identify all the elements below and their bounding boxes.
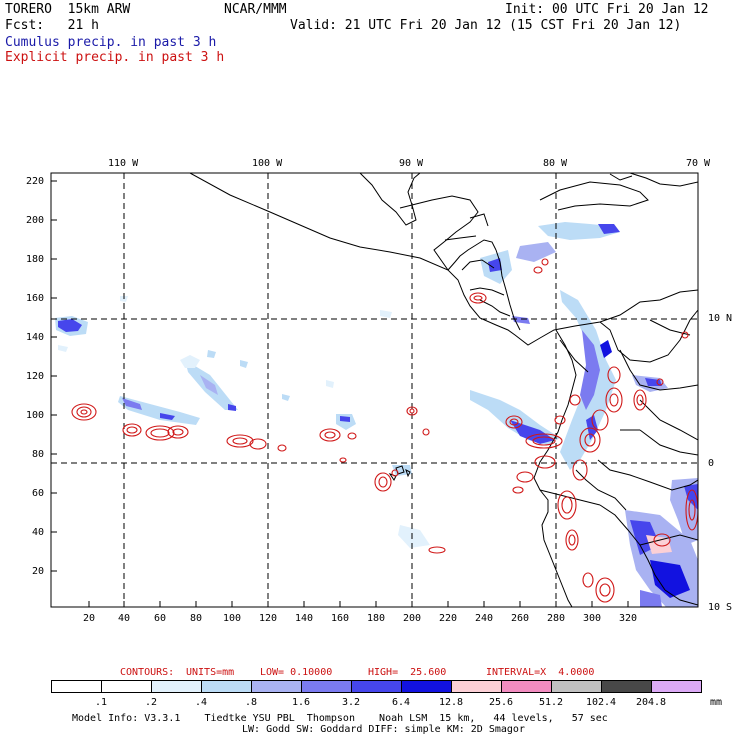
contour-low: LOW= 0.10000 xyxy=(260,667,333,678)
organization: NCAR/MMM xyxy=(224,2,287,17)
color-bar-swatch xyxy=(251,680,302,693)
y-tick-label: 100 xyxy=(26,410,45,421)
field-explicit: Explicit precip. in past 3 h xyxy=(5,50,225,65)
y-tick-label: 160 xyxy=(26,293,45,304)
x-tick-label: 80 xyxy=(190,613,203,624)
x-tick-label: 220 xyxy=(439,613,458,624)
map-content xyxy=(51,173,698,607)
color-bar-swatch xyxy=(651,680,702,693)
x-tick-label: 120 xyxy=(259,613,278,624)
color-bar-label: 12.8 xyxy=(438,697,464,708)
lon-label-90w: 90 W xyxy=(399,158,424,169)
contour-label: CONTOURS: xyxy=(120,667,175,678)
color-bar-label: .2 xyxy=(144,697,158,708)
color-bar-label: .8 xyxy=(244,697,258,708)
x-tick-label: 240 xyxy=(475,613,494,624)
color-bar-swatch xyxy=(601,680,652,693)
color-bar-label: 3.2 xyxy=(341,697,361,708)
lat-label-10n: 10 N xyxy=(708,313,733,324)
init-time: Init: 00 UTC Fri 20 Jan 12 xyxy=(505,2,709,17)
color-bar-swatch xyxy=(351,680,402,693)
y-tick-label: 140 xyxy=(26,332,45,343)
axis-ticks xyxy=(51,180,629,607)
color-bar-label: 204.8 xyxy=(635,697,667,708)
color-bar-label: 6.4 xyxy=(391,697,411,708)
color-bar-swatch xyxy=(451,680,502,693)
color-bar-swatch xyxy=(551,680,602,693)
lat-label-10s: 10 S xyxy=(708,602,733,613)
y-tick-label: 60 xyxy=(32,488,45,499)
y-tick-label: 20 xyxy=(32,566,45,577)
valid-time: Valid: 21 UTC Fri 20 Jan 12 (15 CST Fri … xyxy=(290,18,682,33)
color-bar-swatch xyxy=(151,680,202,693)
x-tick-label: 180 xyxy=(367,613,386,624)
x-tick-label: 260 xyxy=(511,613,530,624)
model-info-physics: LW: Godd SW: Goddard DIFF: simple KM: 2D… xyxy=(242,724,525,735)
x-tick-label: 140 xyxy=(295,613,314,624)
lon-label-110w: 110 W xyxy=(108,158,139,169)
forecast-hour: Fcst: 21 h xyxy=(5,18,99,33)
x-tick-label: 60 xyxy=(154,613,167,624)
color-bar-swatch xyxy=(301,680,352,693)
color-bar-swatch xyxy=(101,680,152,693)
lon-label-100w: 100 W xyxy=(252,158,283,169)
x-tick-label: 160 xyxy=(331,613,350,624)
coastlines xyxy=(189,173,698,607)
x-tick-label: 100 xyxy=(223,613,242,624)
color-bar-label: 51.2 xyxy=(538,697,564,708)
field-cumulus: Cumulus precip. in past 3 h xyxy=(5,35,217,50)
color-bar-label: 102.4 xyxy=(585,697,617,708)
map-frame xyxy=(50,172,699,608)
explicit-precip-contours xyxy=(71,258,698,603)
y-tick-label: 120 xyxy=(26,371,45,382)
y-tick-label: 80 xyxy=(32,449,45,460)
x-tick-label: 300 xyxy=(583,613,602,624)
y-tick-label: 200 xyxy=(26,215,45,226)
x-tick-label: 200 xyxy=(403,613,422,624)
model-info: Model Info: V3.3.1 Tiedtke YSU PBL Thomp… xyxy=(72,713,608,724)
color-bar-swatch xyxy=(51,680,102,693)
lat-lon-grid xyxy=(51,173,698,607)
x-tick-label: 40 xyxy=(118,613,131,624)
color-bar-swatch xyxy=(201,680,252,693)
y-tick-label: 220 xyxy=(26,176,45,187)
x-tick-label: 20 xyxy=(83,613,96,624)
color-bar-swatch xyxy=(401,680,452,693)
color-bar-label: 1.6 xyxy=(291,697,311,708)
color-bar-unit: mm xyxy=(710,697,723,708)
color-bar-label: .4 xyxy=(194,697,208,708)
model-name: TORERO 15km ARW xyxy=(5,2,131,17)
color-bar-label: .1 xyxy=(94,697,108,708)
color-bar-label: 25.6 xyxy=(488,697,514,708)
color-bar-swatch xyxy=(501,680,552,693)
lon-label-70w: 70 W xyxy=(686,158,711,169)
lat-label-0: 0 xyxy=(708,458,715,469)
cumulus-precip-areas xyxy=(55,222,698,607)
contour-units: UNITS=mm xyxy=(186,667,235,678)
x-tick-label: 280 xyxy=(547,613,566,624)
contour-interval: INTERVAL=X 4.0000 xyxy=(486,667,595,678)
contour-high: HIGH= 25.600 xyxy=(368,667,447,678)
y-tick-label: 180 xyxy=(26,254,45,265)
x-tick-label: 320 xyxy=(619,613,638,624)
lon-label-80w: 80 W xyxy=(543,158,568,169)
y-tick-label: 40 xyxy=(32,527,45,538)
